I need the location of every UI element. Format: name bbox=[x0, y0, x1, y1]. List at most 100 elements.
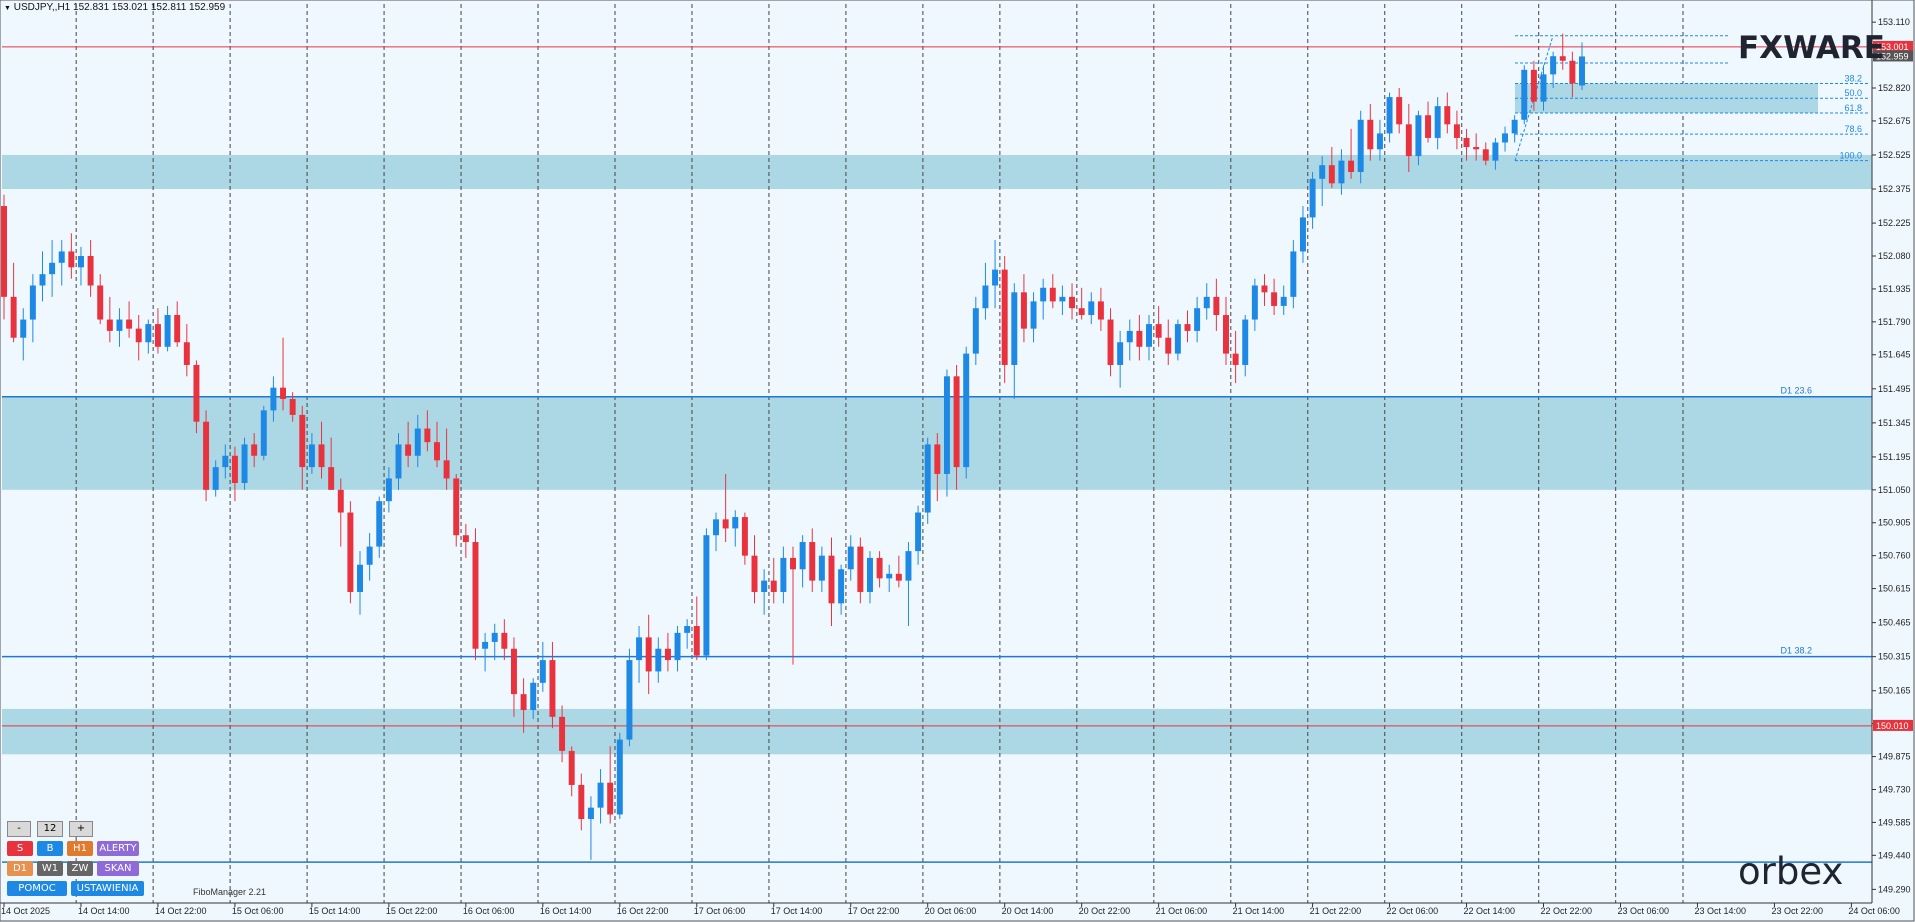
candle-body bbox=[770, 580, 777, 592]
candle-body bbox=[1530, 69, 1537, 102]
candle-body bbox=[1425, 115, 1432, 138]
x-tick-label: 17 Oct 06:00 bbox=[694, 906, 746, 916]
candle-body bbox=[1155, 324, 1162, 338]
symbol-info: ▼ USDJPY,,H1 152.831 153.021 152.811 152… bbox=[4, 2, 225, 13]
y-tick-label: 149.875 bbox=[1878, 752, 1911, 762]
candle-body bbox=[1030, 301, 1037, 329]
candle-body bbox=[982, 285, 989, 309]
x-tick-label: 22 Oct 22:00 bbox=[1541, 906, 1593, 916]
y-tick-label: 149.730 bbox=[1878, 784, 1911, 794]
candle-body bbox=[616, 739, 623, 815]
candle-body bbox=[1165, 337, 1172, 354]
fib-layer: 38.2 50.0 61.8 78.6 100.0 bbox=[1514, 35, 1868, 162]
zoom-value: 12 bbox=[37, 821, 63, 837]
control-button-ustawienia[interactable]: USTAWIENIA bbox=[71, 881, 144, 896]
candle-body bbox=[58, 251, 65, 263]
candle-body bbox=[559, 716, 566, 751]
candle-body bbox=[434, 442, 440, 461]
candle-body bbox=[895, 573, 902, 581]
level-label: D1 23.6 bbox=[1780, 386, 1812, 396]
levels-layer: D1 23.6 D1 38.2 bbox=[2, 46, 1872, 863]
control-button-h1[interactable]: H1 bbox=[67, 841, 93, 856]
candle-body bbox=[568, 750, 575, 785]
candle-body bbox=[97, 285, 104, 320]
candle-body bbox=[866, 557, 873, 592]
control-button-skan[interactable]: SKAN bbox=[97, 861, 139, 876]
y-tick-label: 149.440 bbox=[1878, 850, 1911, 860]
candle-body bbox=[1223, 315, 1229, 354]
candle-body bbox=[1290, 251, 1297, 297]
control-button-w1[interactable]: W1 bbox=[37, 861, 63, 876]
fib-level-label: 61.8 bbox=[1844, 103, 1862, 113]
candle-body bbox=[289, 399, 296, 415]
candle-body bbox=[1482, 149, 1489, 161]
candle-body bbox=[587, 807, 594, 820]
control-button-b[interactable]: B bbox=[37, 841, 63, 856]
candle-body bbox=[1203, 296, 1210, 309]
candle-body bbox=[482, 641, 489, 649]
y-tick-label: 152.675 bbox=[1878, 116, 1911, 126]
candle-body bbox=[299, 414, 306, 468]
candle-body bbox=[87, 255, 94, 286]
candle-body bbox=[1049, 287, 1056, 302]
candle-body bbox=[530, 682, 537, 711]
candle-body bbox=[847, 546, 854, 570]
candle-body bbox=[1511, 119, 1518, 134]
candle-body bbox=[164, 315, 171, 347]
y-tick-label: 153.110 bbox=[1878, 17, 1910, 27]
x-tick-label: 16 Oct 06:00 bbox=[463, 906, 515, 916]
grid-layer bbox=[75, 4, 1684, 903]
y-tick-label: 152.820 bbox=[1878, 83, 1911, 93]
candle-body bbox=[376, 501, 383, 547]
candle-body bbox=[1492, 142, 1499, 161]
zoom-plus-button[interactable]: + bbox=[69, 821, 93, 837]
x-tick-label: 16 Oct 22:00 bbox=[617, 906, 669, 916]
candle-body bbox=[1453, 124, 1460, 138]
candle-body bbox=[1280, 296, 1287, 306]
candle-body bbox=[260, 410, 267, 456]
x-tick-label: 16 Oct 14:00 bbox=[540, 906, 592, 916]
candle-body bbox=[828, 555, 835, 604]
y-tick-label: 152.225 bbox=[1878, 218, 1911, 228]
candle-body bbox=[1059, 296, 1066, 302]
candle-body bbox=[1463, 137, 1470, 148]
fib-level-label: 100.0 bbox=[1839, 151, 1862, 161]
candle-body bbox=[1376, 133, 1383, 150]
x-tick-label: 20 Oct 22:00 bbox=[1079, 906, 1131, 916]
control-button-pomoc[interactable]: POMOC bbox=[7, 881, 67, 896]
control-button-d1[interactable]: D1 bbox=[7, 861, 33, 876]
candle-body bbox=[1386, 97, 1393, 134]
symbol-ohlc: USDJPY,,H1 152.831 153.021 152.811 152.9… bbox=[13, 2, 226, 13]
candle-body bbox=[231, 455, 238, 484]
control-button-alerty[interactable]: ALERTY bbox=[97, 841, 139, 856]
zoom-minus-button[interactable]: - bbox=[7, 821, 31, 837]
candle-body bbox=[1242, 319, 1249, 365]
candle-body bbox=[539, 660, 546, 683]
fib-level-label: 78.6 bbox=[1844, 124, 1862, 134]
candle-body bbox=[1126, 330, 1133, 343]
control-button-s[interactable]: S bbox=[7, 841, 33, 856]
candle-body bbox=[366, 546, 373, 565]
candle-body bbox=[924, 444, 931, 513]
candle-body bbox=[780, 557, 787, 592]
price-marker-label: 152.959 bbox=[1876, 51, 1909, 61]
candle-body bbox=[154, 324, 161, 347]
candle-body bbox=[1328, 165, 1335, 184]
candle-body bbox=[385, 478, 392, 502]
candle-body bbox=[106, 319, 113, 331]
y-tick-label: 151.935 bbox=[1878, 284, 1911, 294]
candle-body bbox=[838, 569, 845, 604]
candle-body bbox=[953, 376, 960, 468]
candle-body bbox=[790, 557, 796, 570]
price-marker-box bbox=[1873, 50, 1913, 62]
candle-body bbox=[443, 460, 450, 479]
x-tick-label: 14 Oct 14:00 bbox=[78, 906, 130, 916]
control-button-zw[interactable]: ZW bbox=[67, 861, 93, 876]
candle-body bbox=[405, 444, 412, 456]
candle-body bbox=[732, 517, 739, 529]
sr-zone bbox=[2, 154, 1872, 190]
candle-body bbox=[1271, 292, 1278, 306]
